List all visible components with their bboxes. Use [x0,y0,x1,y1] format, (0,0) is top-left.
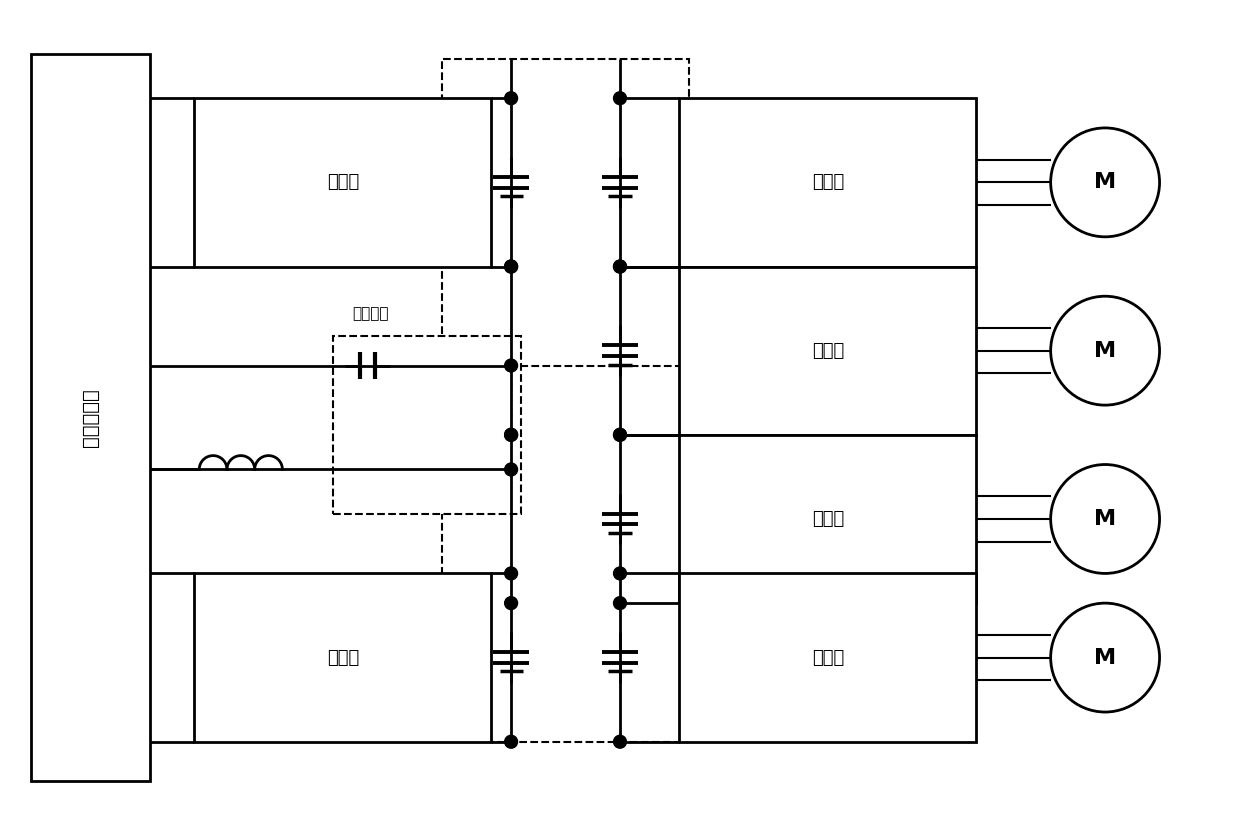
Circle shape [505,567,517,579]
Circle shape [505,463,517,476]
Bar [195,574,491,741]
Circle shape [505,260,517,273]
Circle shape [614,428,626,441]
Circle shape [1050,296,1159,405]
Circle shape [505,260,517,273]
Text: 牵引变压器: 牵引变压器 [81,388,100,447]
Bar [680,435,976,603]
Text: 逆变器: 逆变器 [812,174,844,191]
Bar [332,336,521,514]
Text: 逆变器: 逆变器 [812,649,844,666]
Circle shape [505,359,517,372]
Circle shape [1050,464,1159,574]
Text: 逆变器: 逆变器 [812,342,844,360]
Text: 逆变器: 逆变器 [812,510,844,528]
Bar [680,99,976,266]
Circle shape [505,597,517,610]
Circle shape [614,736,626,748]
Bar [680,266,976,435]
Circle shape [614,428,626,441]
Bar [680,574,976,741]
Bar [441,366,689,741]
Text: 二次回路: 二次回路 [352,306,389,321]
Circle shape [505,428,517,441]
Circle shape [1050,128,1159,237]
Text: M: M [1094,172,1116,192]
Text: 整流器: 整流器 [326,174,358,191]
Circle shape [614,260,626,273]
Text: M: M [1094,341,1116,361]
Text: 整流器: 整流器 [326,649,358,666]
Text: M: M [1094,648,1116,667]
Circle shape [505,428,517,441]
Circle shape [614,597,626,610]
Bar [441,58,689,435]
Bar [31,53,150,782]
Text: M: M [1094,509,1116,529]
Circle shape [505,736,517,748]
Circle shape [614,92,626,104]
Circle shape [614,260,626,273]
Circle shape [1050,603,1159,712]
Bar [195,99,491,266]
Circle shape [505,92,517,104]
Circle shape [614,567,626,579]
